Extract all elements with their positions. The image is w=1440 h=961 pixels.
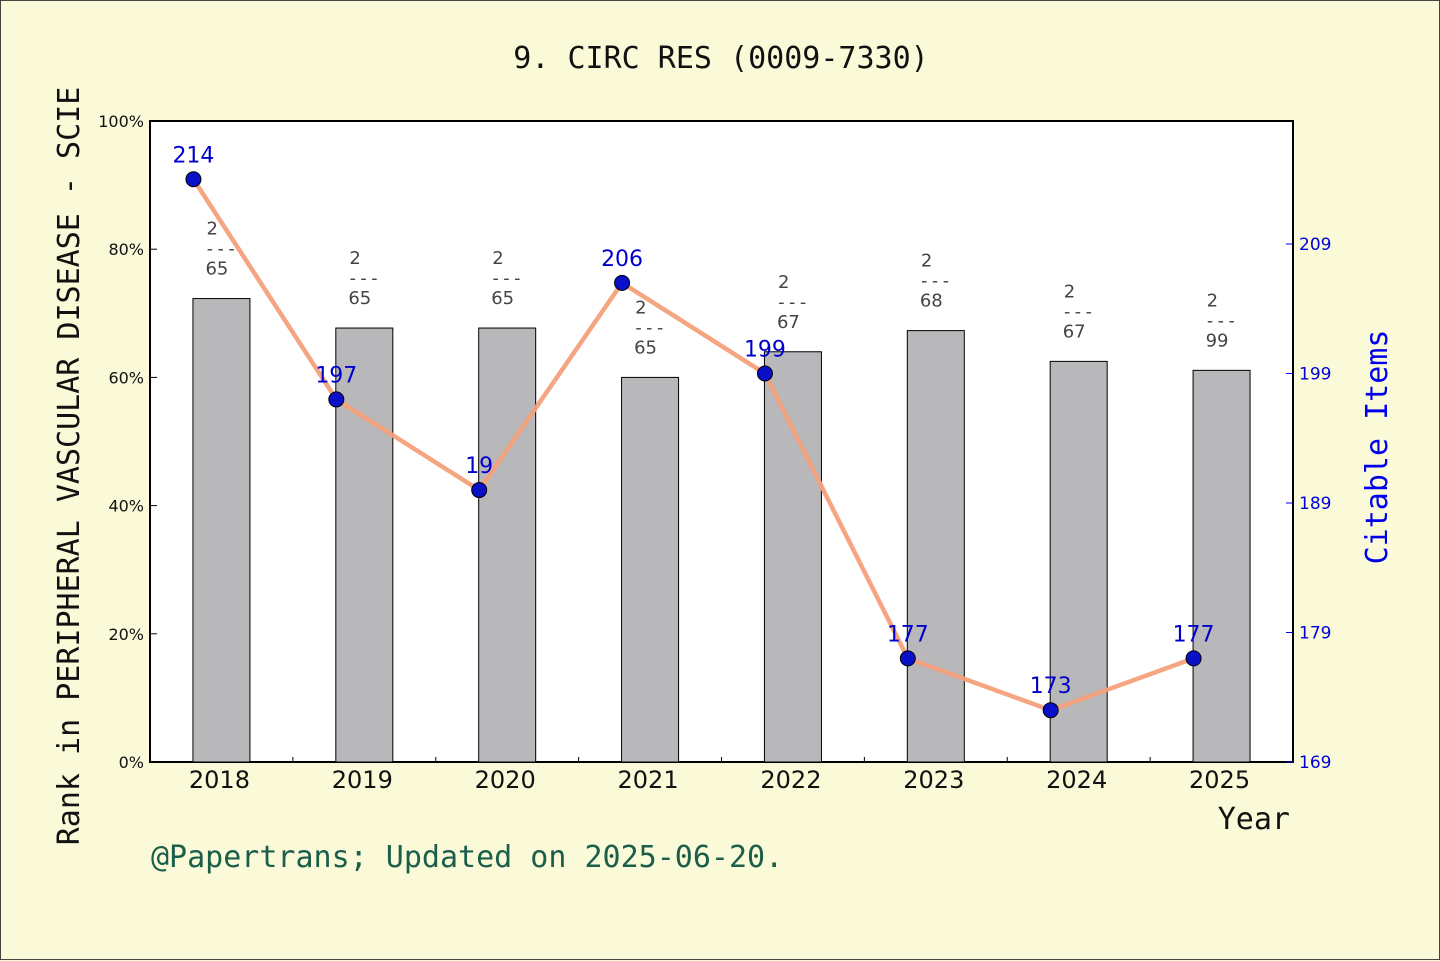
rank-total-2020: 65 <box>491 288 514 309</box>
bar-2023 <box>906 330 965 763</box>
x-axis-label: Year <box>1218 802 1290 837</box>
y-tick-label: 40% <box>108 497 144 516</box>
axes: 0% 20% 40% 60% 80% 100% 169 179 189 199 209 2018 201… <box>98 112 1331 794</box>
rank-total-2023: 68 <box>920 291 943 312</box>
bar-2020 <box>478 327 537 763</box>
point-label-2019: 197 <box>315 363 357 388</box>
y-tick-label: 60% <box>108 368 144 387</box>
y-tick-label: 100% <box>98 112 144 131</box>
rank-divider-2024: --- <box>1062 301 1095 322</box>
x-tick-label: 2018 <box>189 766 250 794</box>
rank-label-2020: 2 <box>492 248 503 269</box>
rank-divider-2025: --- <box>1205 310 1238 331</box>
y-tick-label: 80% <box>108 240 144 259</box>
rank-labels-group: 2---652---652---65 2---652---672---68 2---… <box>204 219 1237 359</box>
rank-divider-2023: --- <box>919 271 952 292</box>
point-label-2018: 214 <box>172 143 214 168</box>
point-label-2023: 177 <box>887 622 929 647</box>
bar-2025 <box>1192 369 1251 763</box>
rank-total-2019: 65 <box>348 288 371 309</box>
rank-divider-2018: --- <box>204 239 237 260</box>
point-label-2022: 199 <box>744 338 786 363</box>
point-2023 <box>899 650 916 667</box>
x-tick-label: 2021 <box>618 766 679 794</box>
citable-items-series: 214 197 19 206 199 177 173 177 <box>172 143 1215 719</box>
point-label-2020: 19 <box>465 454 493 479</box>
rank-total-2025: 99 <box>1206 330 1229 351</box>
point-2019 <box>328 391 345 408</box>
plot-area <box>149 120 1294 763</box>
point-2022 <box>756 365 773 382</box>
rank-label-2025: 2 <box>1207 290 1218 311</box>
rank-total-2021: 65 <box>634 337 657 358</box>
rank-divider-2019: --- <box>347 268 380 289</box>
chart-title: 9. CIRC RES (0009-7330) <box>513 41 928 76</box>
point-label-2024: 173 <box>1030 674 1072 699</box>
rank-label-2018: 2 <box>206 219 217 240</box>
citable-items-line <box>191 178 1195 713</box>
rank-divider-2021: --- <box>633 317 666 338</box>
point-2024 <box>1042 702 1059 719</box>
rank-total-2024: 67 <box>1063 321 1086 342</box>
y2-axis-label: Citable Items <box>1360 330 1395 565</box>
rank-label-2022: 2 <box>778 272 789 293</box>
rank-total-2018: 65 <box>205 259 228 280</box>
rank-divider-2022: --- <box>776 292 809 313</box>
footer-credit: @Papertrans; Updated on 2025-06-20. <box>151 840 783 875</box>
x-tick-label: 2025 <box>1189 766 1250 794</box>
y2-tick-label: 179 <box>1299 624 1331 644</box>
point-2025 <box>1185 650 1202 667</box>
point-label-2021: 206 <box>601 247 643 272</box>
x-tick-label: 2022 <box>760 766 821 794</box>
rank-label-2019: 2 <box>349 248 360 269</box>
bar-2022 <box>763 351 822 763</box>
rank-divider-2020: --- <box>490 268 523 289</box>
y2-tick-label: 189 <box>1299 494 1331 514</box>
rank-total-2022: 67 <box>777 312 800 333</box>
x-tick-label: 2023 <box>903 766 964 794</box>
y2-tick-label: 199 <box>1299 365 1331 385</box>
y-axis-label: Rank in PERIPHERAL VASCULAR DISEASE - SC… <box>52 87 87 846</box>
x-tick-label: 2019 <box>332 766 393 794</box>
bar-2019 <box>335 327 394 763</box>
rank-label-2024: 2 <box>1064 281 1075 302</box>
y-tick-label: 0% <box>119 753 144 772</box>
x-tick-label: 2020 <box>475 766 536 794</box>
y2-tick-label: 169 <box>1299 753 1331 773</box>
x-tick-label: 2024 <box>1046 766 1107 794</box>
y-tick-label: 20% <box>108 625 144 644</box>
y2-tick-label: 209 <box>1299 235 1331 255</box>
point-2021 <box>614 274 631 291</box>
bar-2021 <box>621 376 680 763</box>
point-2020 <box>471 482 488 499</box>
bar-2018 <box>192 298 251 763</box>
rank-label-2021: 2 <box>635 297 646 318</box>
rank-label-2023: 2 <box>921 251 932 272</box>
point-2018 <box>185 171 202 188</box>
point-label-2025: 177 <box>1173 622 1215 647</box>
